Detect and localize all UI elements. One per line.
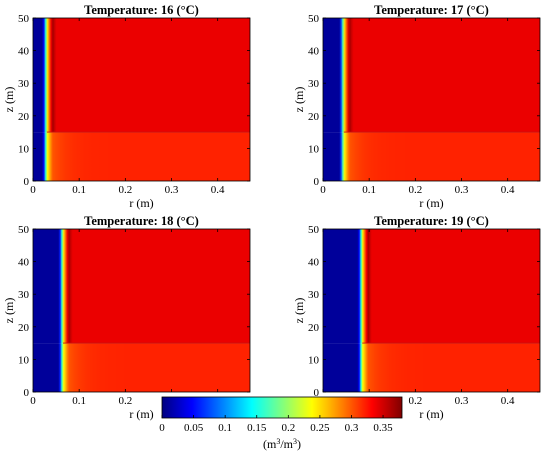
colorbar-tick-label: 0.35 (373, 422, 393, 434)
y-tick-label: 50 (308, 224, 320, 236)
y-tick-label: 50 (18, 13, 30, 25)
x-tick-label: 0.1 (72, 184, 86, 196)
panel-title: Temperature: 18 (°C) (84, 214, 199, 228)
x-tick-label: 0.2 (408, 395, 422, 407)
panel-3: Temperature: 18 (°C)00.10.20.30.40102030… (2, 214, 251, 421)
axes-frame (322, 228, 541, 393)
y-tick-label: 30 (18, 78, 30, 90)
x-axis-label: r (m) (419, 407, 443, 421)
upper-layer-field (323, 229, 540, 344)
y-tick-label: 0 (314, 387, 320, 399)
lower-layer-field (33, 343, 250, 392)
x-tick-label: 0.1 (362, 184, 376, 196)
x-axis-label: r (m) (129, 407, 153, 421)
colorbar-tick-label: 0 (159, 422, 165, 434)
colorbar-tick-label: 0.15 (247, 422, 267, 434)
x-tick-label: 0 (320, 184, 326, 196)
y-tick-label: 20 (308, 111, 320, 123)
colorbar-tick-label: 0.05 (184, 422, 204, 434)
upper-layer-field (323, 18, 540, 133)
colorbar-ticks: 0 0.05 0.1 0.15 0.2 0.25 0.3 0.35 (159, 415, 393, 434)
y-axis-label: z (m) (292, 298, 306, 324)
axes-frame (32, 228, 251, 393)
y-tick-label: 20 (18, 111, 30, 123)
x-tick-label: 0.3 (455, 395, 469, 407)
panel-1: Temperature: 16 (°C) 0 0.1 0.2 0.3 0.4 0 10 20 30… (2, 3, 251, 210)
x-tick-label: 0.3 (455, 184, 469, 196)
colorbar-label-base: (m (263, 437, 277, 451)
y-tick-label: 40 (308, 46, 320, 58)
x-axis-label: r (m) (129, 196, 153, 210)
colorbar-tick-label: 0.3 (345, 422, 359, 434)
y-tick-label: 0 (24, 387, 30, 399)
y-tick-label: 20 (18, 322, 30, 334)
colorbar-label-end: ) (297, 437, 301, 451)
y-tick-label: 10 (308, 143, 320, 155)
colorbar-tick-label: 0.1 (218, 422, 232, 434)
panel-4: Temperature: 19 (°C)00.10.20.30.40102030… (292, 214, 541, 421)
colorbar-label-sup2: 3 (293, 437, 297, 446)
y-tick-label: 30 (18, 289, 30, 301)
colorbar-tick-label: 0.2 (281, 422, 295, 434)
y-tick-label: 0 (24, 176, 30, 188)
y-tick-label: 10 (308, 354, 320, 366)
y-tick-label: 10 (18, 354, 30, 366)
upper-layer-field (33, 18, 250, 133)
x-tick-label: 0.2 (118, 395, 132, 407)
lower-layer-field (323, 132, 540, 181)
panel-2: Temperature: 17 (°C) 0 0.1 0.2 0.3 0.4 0 10 20 30… (292, 3, 541, 210)
lower-layer-field (33, 132, 250, 181)
x-tick-label: 0.3 (165, 184, 179, 196)
panel-title: Temperature: 16 (°C) (84, 3, 199, 17)
colorbar-gradient (161, 396, 403, 419)
panels: Temperature: 16 (°C) 0 0.1 0.2 0.3 0.4 0 10 20 30… (2, 3, 541, 421)
colorbar-label: (m3/m3) (263, 437, 301, 452)
x-tick-label: 0 (30, 184, 36, 196)
x-tick-label: 0.2 (408, 184, 422, 196)
colorbar-tick-label: 0.25 (310, 422, 330, 434)
x-tick-label: 0.1 (72, 395, 86, 407)
panel-title: Temperature: 17 (°C) (374, 3, 489, 17)
colorbar: 0 0.05 0.1 0.15 0.2 0.25 0.3 0.35 (m3/m3) (159, 396, 403, 452)
y-tick-label: 40 (308, 257, 320, 269)
y-axis-label: z (m) (292, 87, 306, 113)
y-axis-label: z (m) (2, 298, 16, 324)
y-tick-label: 30 (308, 78, 320, 90)
y-tick-label: 10 (18, 143, 30, 155)
x-tick-label: 0.4 (501, 395, 515, 407)
x-tick-label: 0.2 (118, 184, 132, 196)
x-tick-label: 0 (30, 395, 36, 407)
x-tick-label: 0.4 (211, 184, 225, 196)
colorbar-label-sup1: 3 (276, 437, 280, 446)
y-tick-label: 50 (18, 224, 30, 236)
x-axis-label: r (m) (419, 196, 443, 210)
axes-frame (32, 17, 251, 182)
axes-frame (322, 17, 541, 182)
lower-layer-field (323, 343, 540, 392)
y-tick-label: 30 (308, 289, 320, 301)
y-tick-label: 50 (308, 13, 320, 25)
y-tick-label: 0 (314, 176, 320, 188)
y-tick-label: 40 (18, 257, 30, 269)
x-tick-label: 0.4 (501, 184, 515, 196)
upper-layer-field (33, 229, 250, 344)
y-tick-label: 20 (308, 322, 320, 334)
y-axis-label: z (m) (2, 87, 16, 113)
colorbar-label-mid: /m (280, 437, 293, 451)
y-tick-label: 40 (18, 46, 30, 58)
panel-title: Temperature: 19 (°C) (374, 214, 489, 228)
